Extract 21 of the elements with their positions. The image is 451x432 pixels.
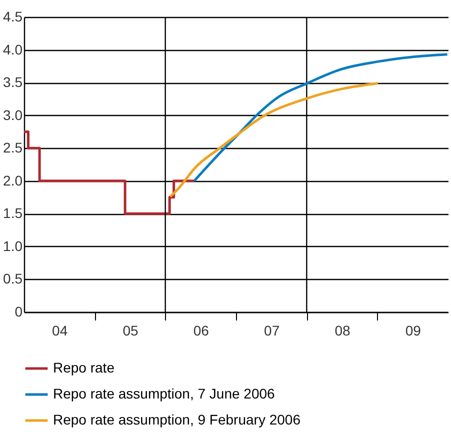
x-tick-label: 09 bbox=[405, 322, 422, 338]
y-tick-label: 0.5 bbox=[3, 270, 23, 287]
line-series bbox=[169, 82, 380, 198]
x-tick-label: 04 bbox=[52, 322, 68, 338]
x-tick-label: 07 bbox=[264, 322, 280, 338]
legend-label: Repo rate assumption, 7 June 2006 bbox=[53, 386, 276, 402]
x-tick-label: 06 bbox=[193, 322, 210, 338]
legend-label: Repo rate assumption, 9 February 2006 bbox=[53, 412, 301, 428]
y-tick-label: 2.0 bbox=[3, 172, 23, 188]
y-tick-label: 3.0 bbox=[3, 106, 23, 123]
y-tick-label: 0 bbox=[14, 304, 23, 320]
y-tick-label: 4.0 bbox=[3, 41, 23, 58]
y-tick-label: 2.5 bbox=[3, 140, 23, 156]
y-tick-label: 1.5 bbox=[3, 205, 23, 222]
y-tick-label: 3.5 bbox=[3, 74, 23, 90]
y-tick-label: 4.5 bbox=[3, 8, 23, 24]
y-tick-label: 1.0 bbox=[3, 238, 23, 254]
x-tick-label: 08 bbox=[334, 322, 350, 338]
x-tick-label: 05 bbox=[122, 322, 138, 338]
line-series bbox=[193, 53, 449, 182]
legend-label: Repo rate bbox=[53, 360, 115, 376]
